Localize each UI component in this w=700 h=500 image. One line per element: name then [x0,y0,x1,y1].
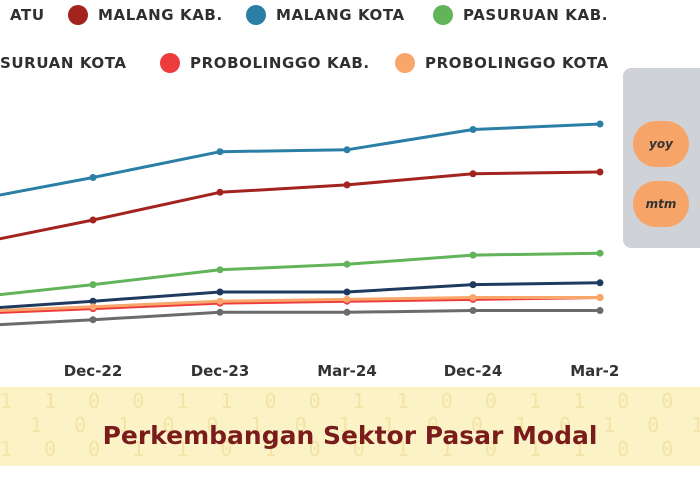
data-point [469,294,477,301]
legend-item-probolinggo-kota[interactable]: PROBOLINGGO KOTA [395,53,609,73]
legend-label: ATU [10,6,45,24]
period-toggle-panel: yoy mtm [623,68,700,248]
data-point [469,170,477,178]
legend-item-pasuruan-kota-top[interactable]: ATU [0,5,45,25]
legend-label: SURUAN KOTA [0,54,127,72]
data-point [596,120,604,128]
legend-item-malang-kab[interactable]: MALANG KAB. [68,5,223,25]
data-point [343,260,351,268]
mtm-button[interactable]: mtm [633,181,689,227]
data-point [89,281,97,289]
data-point [343,295,351,303]
legend-label: PASURUAN KAB. [463,6,609,24]
yoy-button[interactable]: yoy [633,121,689,167]
data-point [216,266,224,274]
series-line [0,251,601,297]
data-point [343,288,351,296]
legend-item-probolinggo-kab[interactable]: PROBOLINGGO KAB. [160,53,370,73]
series-line [0,281,601,310]
data-point [89,303,97,311]
data-point [89,216,97,224]
data-point [216,188,224,196]
data-point [89,174,97,181]
data-point [216,308,224,316]
x-tick-label: Mar-25 [570,362,620,380]
binary-pattern: 1 1 0 0 1 1 0 0 1 1 0 0 1 1 0 0 1 1 0 0 [0,389,700,413]
legend-label: PROBOLINGGO KAB. [190,54,370,72]
data-point [469,307,477,314]
data-point [89,297,97,305]
data-point [216,297,224,305]
legend-dot [433,5,453,25]
binary-pattern: 0 1 0 1 0 0 1 0 1 1 0 0 1 0 1 0 1 0 0 1 [0,413,700,437]
legend-dot [160,53,180,73]
x-tick-label: Mar-24 [317,362,377,380]
line-chart: Dec-22 Dec-23 Mar-24 Dec-24 Mar-25 [0,120,620,380]
legend-dot [395,53,415,73]
data-point [469,126,477,133]
data-point [216,288,224,296]
x-tick-label: Dec-23 [191,362,250,380]
data-point [596,307,604,314]
x-tick-label: Dec-24 [444,362,503,380]
banner-title: Perkembangan Sektor Pasar Modal [102,421,598,450]
data-point [596,279,604,287]
data-point [343,308,351,316]
bottom-strip [0,466,700,500]
series-line [0,296,600,313]
legend-label: PROBOLINGGO KOTA [425,54,609,72]
legend: ATU MALANG KAB. MALANG KOTA PASURUAN KAB… [0,0,700,90]
data-point [596,249,604,257]
data-point [89,316,97,324]
legend-item-malang-kota[interactable]: MALANG KOTA [246,5,405,25]
data-point [469,281,477,289]
legend-dot [68,5,88,25]
series-line [0,122,601,197]
data-point [216,148,224,156]
data-point [343,146,351,154]
data-point [596,168,604,176]
data-point [596,294,604,301]
legend-item-pasuruan-kab[interactable]: PASURUAN KAB. [433,5,608,25]
binary-pattern: 1 0 0 1 1 0 1 0 0 1 1 0 1 1 0 0 1 0 1 1 [0,437,700,461]
series-line [0,309,600,327]
data-point [343,181,351,189]
data-point [469,251,477,259]
legend-label: MALANG KAB. [98,6,223,24]
legend-label: MALANG KOTA [276,6,405,24]
series-line [0,296,601,314]
legend-item-pasuruan-kota[interactable]: SURUAN KOTA [0,53,127,73]
legend-dot [246,5,266,25]
x-tick-label: Dec-22 [64,362,123,380]
series-line [0,170,601,241]
